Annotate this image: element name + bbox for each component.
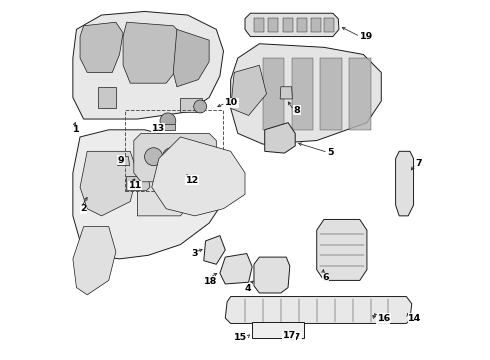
Polygon shape: [317, 220, 367, 280]
Circle shape: [163, 148, 180, 166]
Text: 14: 14: [408, 314, 421, 323]
Polygon shape: [395, 151, 414, 216]
Text: 2: 2: [80, 204, 87, 213]
Polygon shape: [349, 58, 370, 130]
Polygon shape: [137, 162, 202, 216]
Bar: [283, 18, 293, 32]
Circle shape: [145, 148, 163, 166]
Text: 18: 18: [204, 276, 217, 285]
Bar: [311, 18, 321, 32]
Text: 17: 17: [283, 332, 296, 341]
Polygon shape: [80, 22, 123, 72]
Bar: [254, 18, 264, 32]
Text: 7: 7: [416, 159, 422, 168]
Text: 5: 5: [327, 148, 334, 157]
Text: 4: 4: [245, 284, 252, 293]
Polygon shape: [320, 58, 342, 130]
Polygon shape: [245, 13, 339, 37]
Polygon shape: [73, 12, 223, 119]
Text: 16: 16: [376, 315, 389, 324]
Text: 9: 9: [118, 156, 124, 165]
Polygon shape: [134, 134, 216, 182]
Circle shape: [194, 100, 207, 113]
Polygon shape: [73, 130, 223, 259]
Polygon shape: [152, 137, 245, 216]
Text: 11: 11: [128, 181, 142, 190]
Polygon shape: [118, 157, 129, 166]
Circle shape: [198, 148, 216, 166]
Text: 12: 12: [186, 176, 199, 185]
Text: 17: 17: [288, 333, 301, 342]
Bar: [324, 18, 334, 32]
Polygon shape: [263, 58, 285, 130]
Polygon shape: [231, 65, 267, 116]
Polygon shape: [98, 87, 116, 108]
Polygon shape: [126, 176, 150, 191]
Polygon shape: [80, 151, 137, 216]
Text: 10: 10: [225, 98, 239, 107]
Bar: [297, 18, 307, 32]
Polygon shape: [184, 176, 204, 189]
Bar: [125, 110, 223, 191]
Text: 19: 19: [360, 32, 373, 41]
Polygon shape: [292, 58, 313, 130]
Circle shape: [180, 148, 198, 166]
Bar: [252, 322, 304, 338]
Text: 8: 8: [294, 105, 300, 114]
Text: 1: 1: [73, 125, 79, 134]
Polygon shape: [280, 87, 293, 99]
Text: 6: 6: [322, 273, 329, 282]
Polygon shape: [220, 253, 252, 284]
Text: 3: 3: [191, 249, 197, 258]
Polygon shape: [225, 297, 412, 323]
Polygon shape: [254, 257, 290, 293]
Polygon shape: [161, 125, 175, 130]
Polygon shape: [265, 123, 295, 153]
Text: 13: 13: [152, 123, 165, 132]
Polygon shape: [123, 22, 184, 83]
Circle shape: [160, 113, 176, 129]
Polygon shape: [173, 30, 209, 87]
Text: 15: 15: [234, 333, 247, 342]
Polygon shape: [180, 98, 202, 112]
Polygon shape: [73, 226, 116, 295]
Bar: [269, 18, 278, 32]
Text: 16: 16: [378, 314, 391, 323]
Polygon shape: [231, 44, 381, 144]
Polygon shape: [204, 235, 225, 264]
